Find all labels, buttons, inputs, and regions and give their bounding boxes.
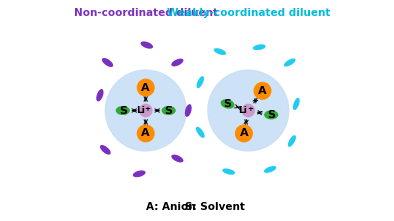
Text: Li: Li [238,106,247,114]
Text: A: A [141,128,150,138]
Ellipse shape [196,127,204,138]
Text: S: Solvent: S: Solvent [184,202,244,211]
Ellipse shape [264,110,278,119]
Text: +: + [247,106,253,112]
Ellipse shape [222,168,235,175]
Text: A: A [258,86,267,96]
Ellipse shape [197,76,204,88]
Ellipse shape [133,170,145,177]
Circle shape [236,125,252,142]
Text: S: S [119,105,127,116]
Ellipse shape [100,145,111,155]
Ellipse shape [214,48,226,55]
Ellipse shape [288,135,296,147]
Ellipse shape [264,166,276,173]
Circle shape [138,79,154,96]
Circle shape [139,104,152,117]
Text: A: A [240,128,248,138]
Ellipse shape [102,58,113,67]
Circle shape [138,125,154,142]
Ellipse shape [116,106,130,115]
Ellipse shape [253,44,266,50]
Text: A: Anion: A: Anion [146,202,196,211]
Ellipse shape [293,98,300,110]
Ellipse shape [141,41,153,49]
Text: Weakly-coordinated diluent: Weakly-coordinated diluent [167,8,330,18]
Ellipse shape [221,99,234,109]
Ellipse shape [96,89,104,101]
Ellipse shape [284,58,296,67]
Text: S: S [223,99,232,109]
Text: Li: Li [136,106,145,114]
Text: A: A [141,83,150,93]
Text: +: + [145,106,151,112]
Text: S: S [267,110,275,120]
Ellipse shape [185,104,191,117]
Circle shape [208,70,289,151]
Text: Non-coordinated diluent: Non-coordinated diluent [74,8,218,18]
Circle shape [254,83,271,99]
Circle shape [105,70,186,151]
Ellipse shape [162,106,176,115]
Circle shape [242,104,255,117]
Ellipse shape [171,59,184,66]
Ellipse shape [171,155,184,162]
Text: S: S [165,105,173,116]
